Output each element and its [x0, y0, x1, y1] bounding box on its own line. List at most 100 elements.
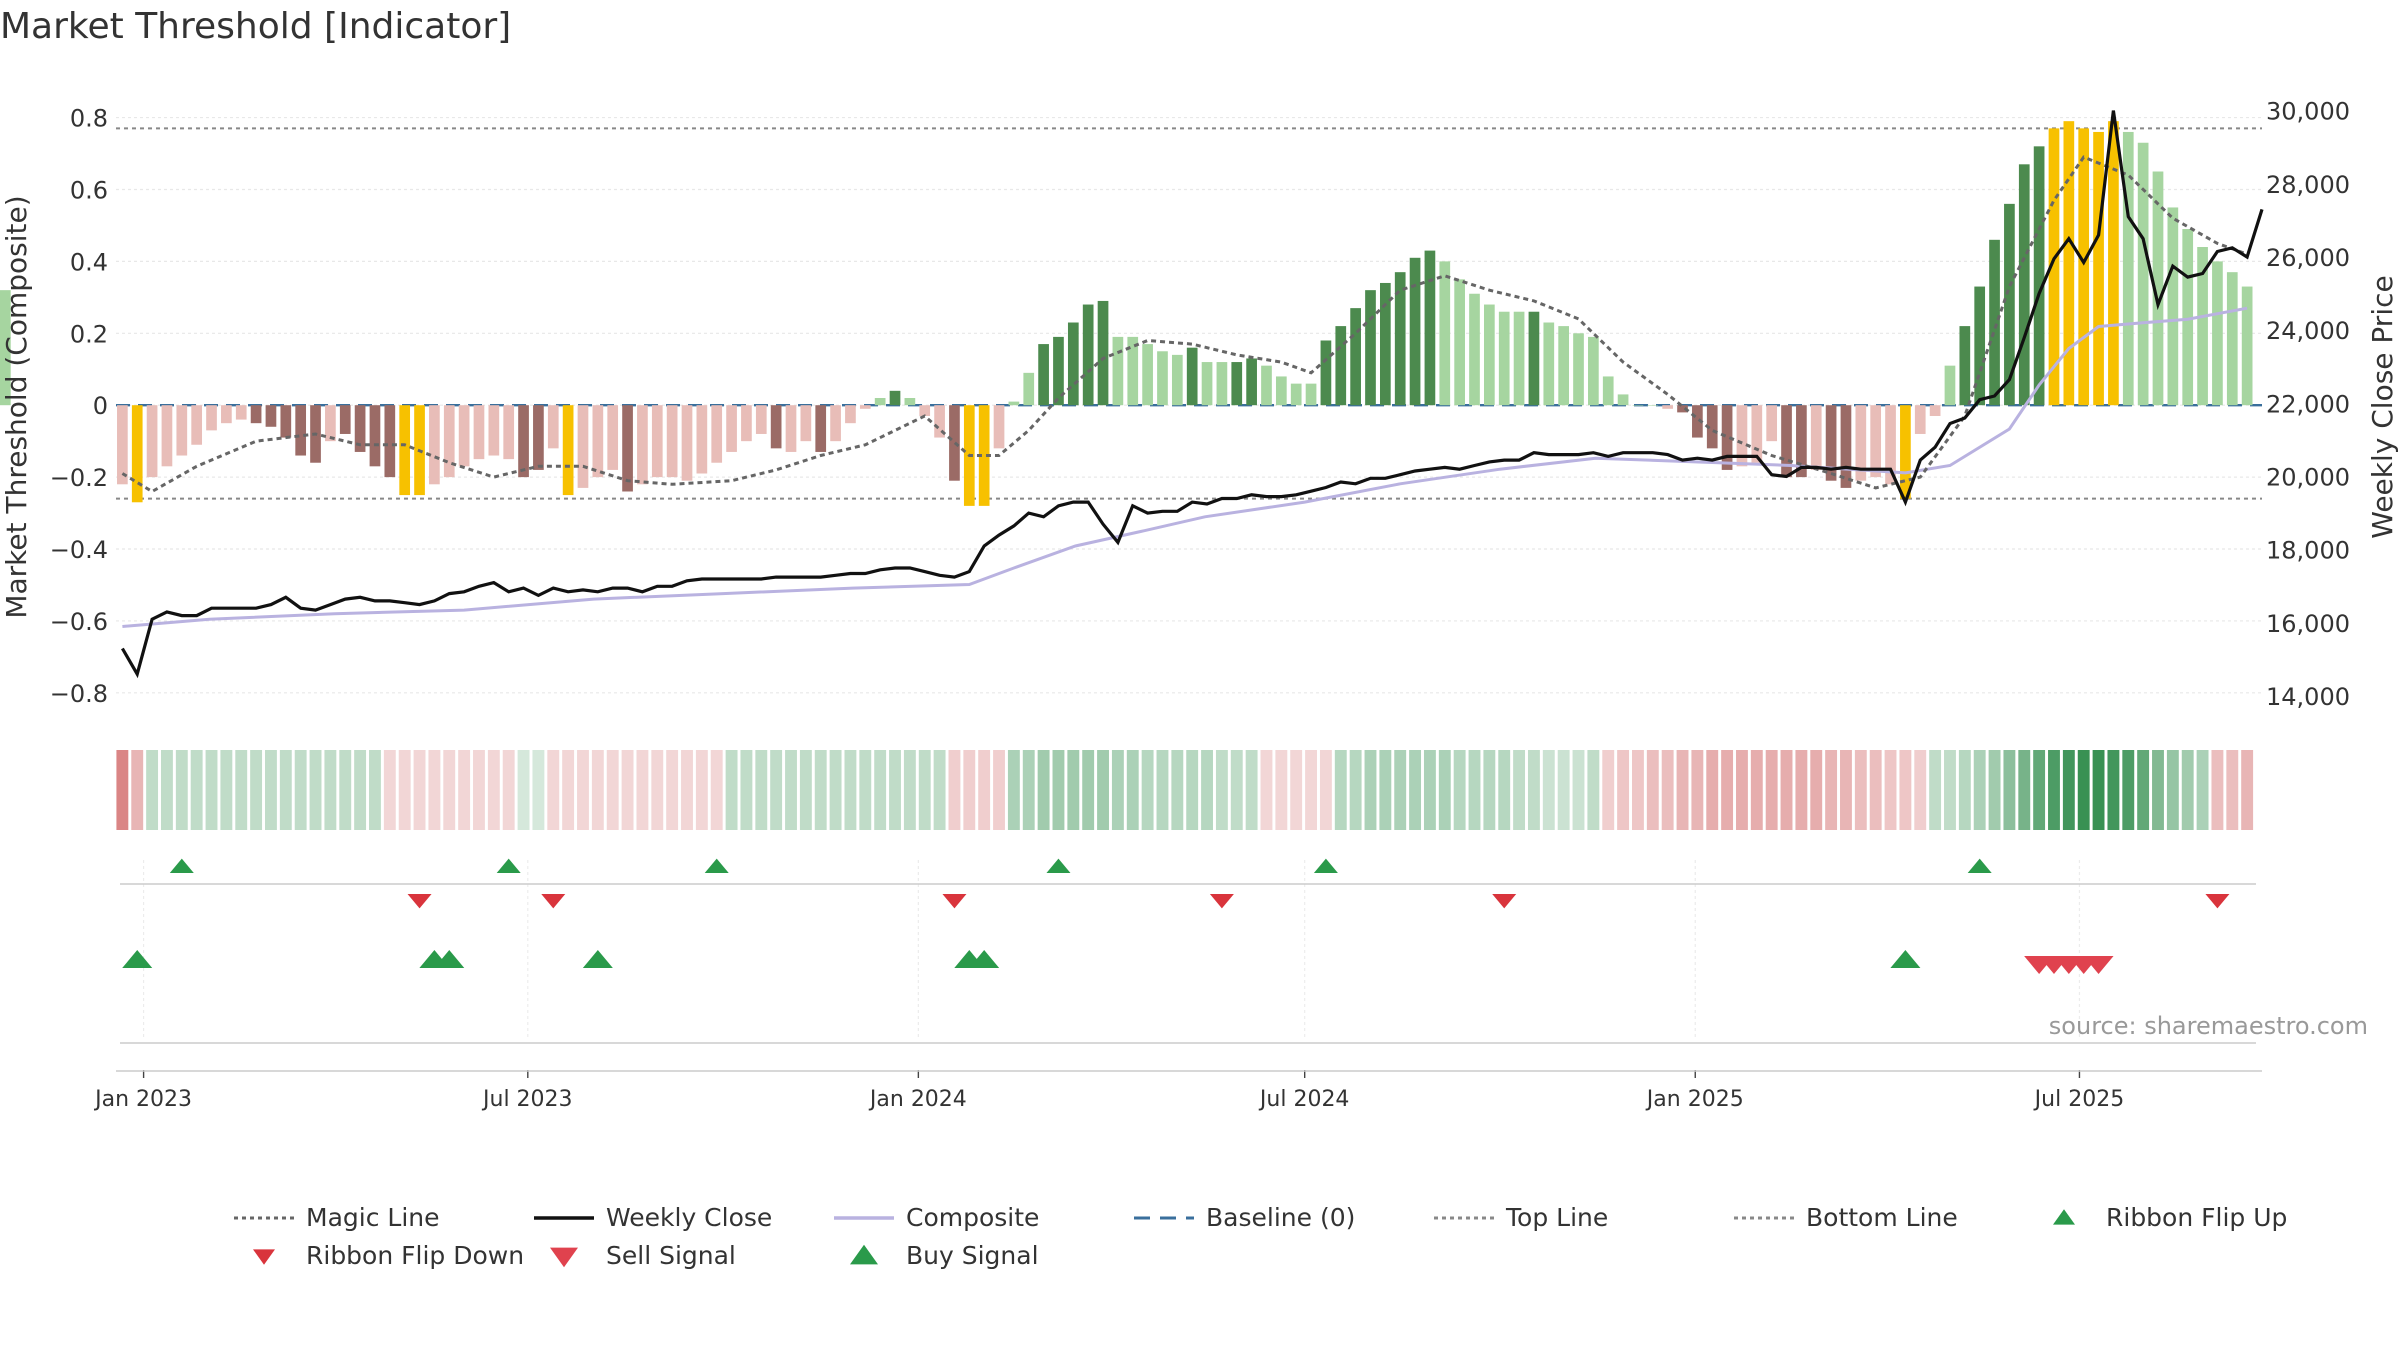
- histogram-bar: [488, 405, 500, 456]
- ribbon-cell: [2152, 750, 2164, 830]
- histogram-bar: [2226, 272, 2238, 406]
- histogram-bar: [399, 405, 411, 496]
- histogram-bar: [681, 405, 693, 481]
- histogram-bar: [503, 405, 515, 460]
- histogram-bar: [1602, 376, 1614, 406]
- histogram-bar: [666, 405, 678, 478]
- ribbon-cell: [829, 750, 842, 830]
- legend-label: Top Line: [1505, 1203, 1608, 1232]
- legend: Magic Line Weekly Close Composite Baseline …: [234, 1203, 2287, 1270]
- histogram-bar: [1914, 405, 1926, 434]
- ribbon-cell: [1215, 750, 1228, 830]
- ribbon-cell: [1676, 750, 1689, 830]
- histogram-bar: [1974, 286, 1986, 406]
- ribbon-cell: [2062, 750, 2075, 830]
- y2-tick-label: 26,000: [2266, 244, 2350, 272]
- legend-label: Composite: [906, 1203, 1039, 1232]
- histogram-bar: [1558, 326, 1569, 406]
- ribbon-cell: [383, 750, 396, 830]
- ribbon-cell: [621, 750, 634, 830]
- legend-item: Ribbon Flip Down: [253, 1241, 524, 1270]
- ribbon-cell: [859, 750, 872, 830]
- ribbon-cell: [889, 750, 901, 830]
- ribbon-cell: [1453, 750, 1466, 830]
- ribbon-cell: [1349, 750, 1362, 830]
- histogram-bar: [889, 390, 901, 406]
- ribbon-cell: [1795, 750, 1808, 830]
- legend-label: Buy Signal: [906, 1241, 1039, 1270]
- ribbon-cell: [1423, 750, 1436, 830]
- histogram-bar: [473, 405, 485, 460]
- histogram-bar: [859, 405, 871, 409]
- histogram-bar: [1038, 344, 1049, 406]
- legend-label: Baseline (0): [1206, 1203, 1355, 1232]
- x-tick-label: Jan 2024: [868, 1087, 967, 1112]
- legend-label: Weekly Close: [606, 1203, 772, 1232]
- ribbon-flip-down-marker: [2205, 894, 2230, 909]
- ribbon-cell: [1245, 750, 1258, 830]
- buy-signal-marker: [1890, 950, 1921, 968]
- histogram-bar: [2033, 146, 2045, 406]
- ribbon-flip-up-marker: [1967, 858, 1992, 873]
- ribbon-cell: [279, 750, 292, 830]
- histogram-bar: [1112, 336, 1124, 406]
- legend-label: Ribbon Flip Up: [2106, 1203, 2287, 1232]
- histogram-bar: [1305, 383, 1317, 406]
- histogram-bar: [1632, 405, 1644, 406]
- ribbon-cell: [1542, 750, 1555, 830]
- ribbon-cell: [1037, 750, 1050, 830]
- ribbon-cell: [1572, 750, 1585, 830]
- ribbon-cell: [1944, 750, 1956, 830]
- histogram-bar: [726, 405, 737, 452]
- histogram-bar: [2093, 131, 2104, 406]
- histogram-bar: [533, 405, 544, 470]
- ribbon-cell: [651, 750, 664, 830]
- ribbon-flip-up-marker: [1046, 858, 1071, 873]
- histogram-bar: [1513, 311, 1525, 406]
- ribbon-cell: [1899, 750, 1912, 830]
- magic-line: [121, 155, 2248, 494]
- source-credit: source: sharemaestro.com: [2049, 1012, 2368, 1040]
- legend-item: Top Line: [1434, 1203, 1608, 1232]
- sell-signal-marker: [2083, 956, 2114, 974]
- histogram-bar: [2137, 142, 2149, 406]
- ribbon-cell: [339, 750, 352, 830]
- histogram-bar: [1454, 279, 1465, 406]
- ribbon-cell: [1557, 750, 1570, 830]
- ribbon-cell: [1186, 750, 1199, 830]
- y-tick-label: 0.4: [70, 248, 108, 276]
- histogram-bar: [221, 405, 232, 424]
- ribbon-cell: [577, 750, 589, 830]
- ribbon-cell: [1587, 750, 1600, 830]
- y-tick-label: −0.6: [50, 608, 108, 636]
- y2-tick-label: 20,000: [2266, 464, 2350, 492]
- histogram-bar: [1379, 282, 1391, 406]
- ribbon-cell: [116, 750, 129, 830]
- histogram-bar: [518, 405, 529, 478]
- histogram-bar: [1810, 405, 1822, 470]
- ribbon-cell: [740, 750, 753, 830]
- ribbon-cell: [606, 750, 619, 830]
- ribbon-flip-down-marker: [541, 894, 566, 909]
- ribbon-cell: [710, 750, 723, 830]
- ribbon-cell: [1736, 750, 1748, 830]
- ribbon-cell: [398, 750, 411, 830]
- ribbon-cell: [2018, 750, 2031, 830]
- ribbon-cell: [725, 750, 738, 830]
- ribbon-cell: [1394, 750, 1407, 830]
- ribbon-cell: [1854, 750, 1867, 830]
- ribbon-cell: [1631, 750, 1644, 830]
- ribbon-cell: [1973, 750, 1986, 830]
- series-lines: [121, 110, 2264, 679]
- histogram-bar: [1573, 333, 1584, 406]
- ribbon-flip-up-marker: [169, 858, 194, 873]
- y2-tick-label: 14,000: [2266, 683, 2350, 711]
- histogram-bar: [1409, 257, 1421, 406]
- ribbon-cell: [235, 750, 248, 830]
- y-tick-label: −0.2: [50, 464, 108, 492]
- ribbon-cell: [2211, 750, 2224, 830]
- ribbon-cell: [1409, 750, 1422, 830]
- ribbon-cell: [978, 750, 991, 830]
- ribbon-cell: [1468, 750, 1481, 830]
- histogram-bar: [1900, 405, 1911, 499]
